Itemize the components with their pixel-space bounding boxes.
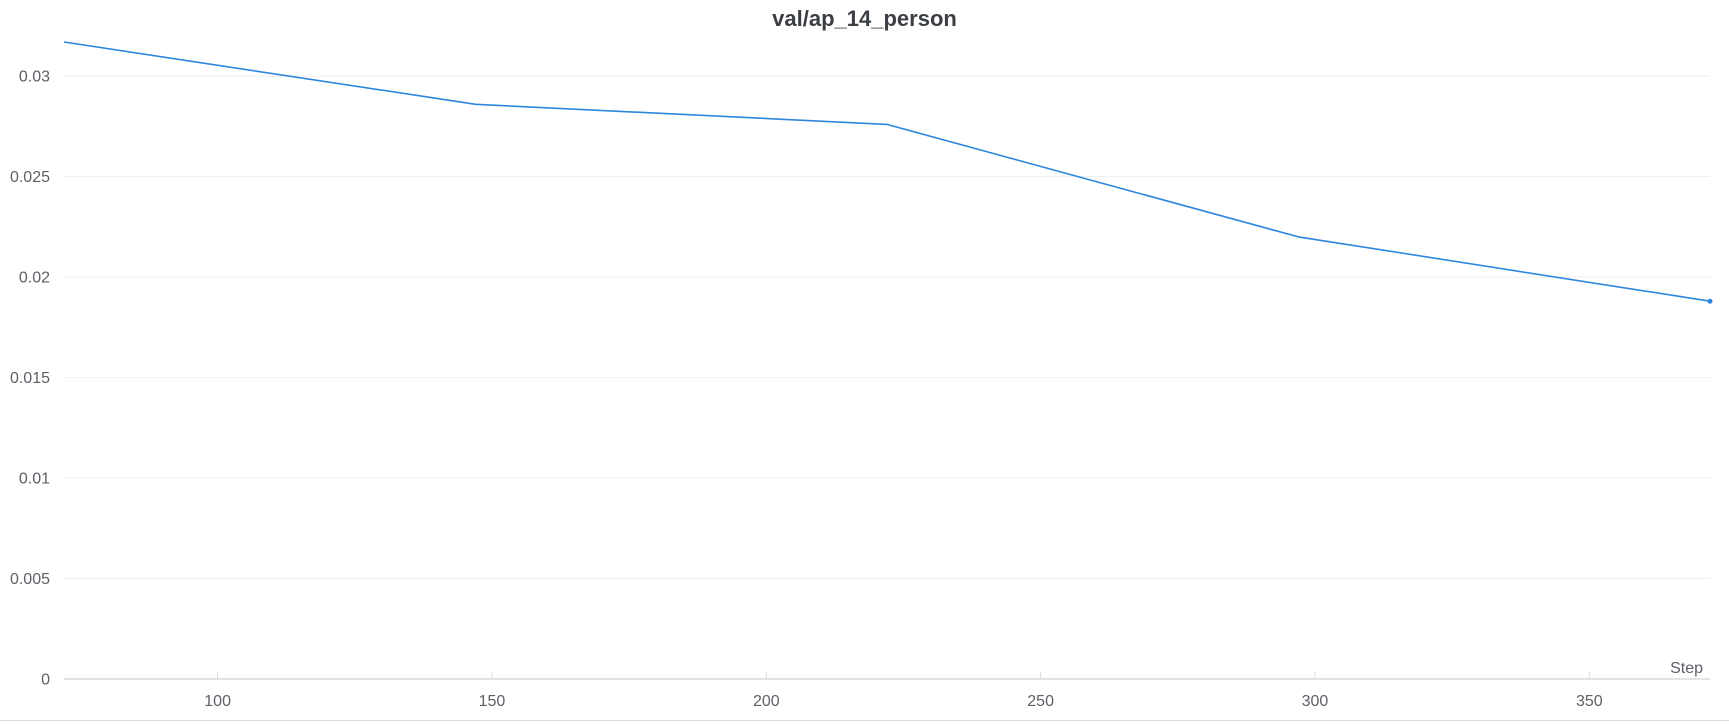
label-layer: 0 0.005 0.01 0.015 0.02 0.025 0.03 100 150 200 250… xyxy=(10,69,1703,710)
series-layer xyxy=(63,41,1713,304)
x-tick-label: 100 xyxy=(204,693,231,710)
series-line[interactable] xyxy=(63,41,1711,302)
x-tick-label: 350 xyxy=(1576,693,1603,710)
axis-layer xyxy=(0,672,1729,721)
x-tick-label: 250 xyxy=(1027,693,1054,710)
y-tick-label: 0.015 xyxy=(10,370,50,387)
x-tick-label: 200 xyxy=(753,693,780,710)
grid-layer xyxy=(64,75,1710,580)
y-tick-label: 0 xyxy=(41,672,50,689)
x-tick-label: 150 xyxy=(479,693,506,710)
y-tick-label: 0.02 xyxy=(19,270,50,287)
y-tick-label: 0.03 xyxy=(19,69,50,86)
x-tick-label: 300 xyxy=(1302,693,1329,710)
x-axis-label: Step xyxy=(1670,660,1703,677)
y-tick-label: 0.01 xyxy=(19,471,50,488)
y-tick-label: 0.025 xyxy=(10,169,50,186)
data-point[interactable] xyxy=(1707,298,1713,304)
chart-title: val/ap_14_person xyxy=(772,6,957,31)
y-tick-label: 0.005 xyxy=(10,571,50,588)
